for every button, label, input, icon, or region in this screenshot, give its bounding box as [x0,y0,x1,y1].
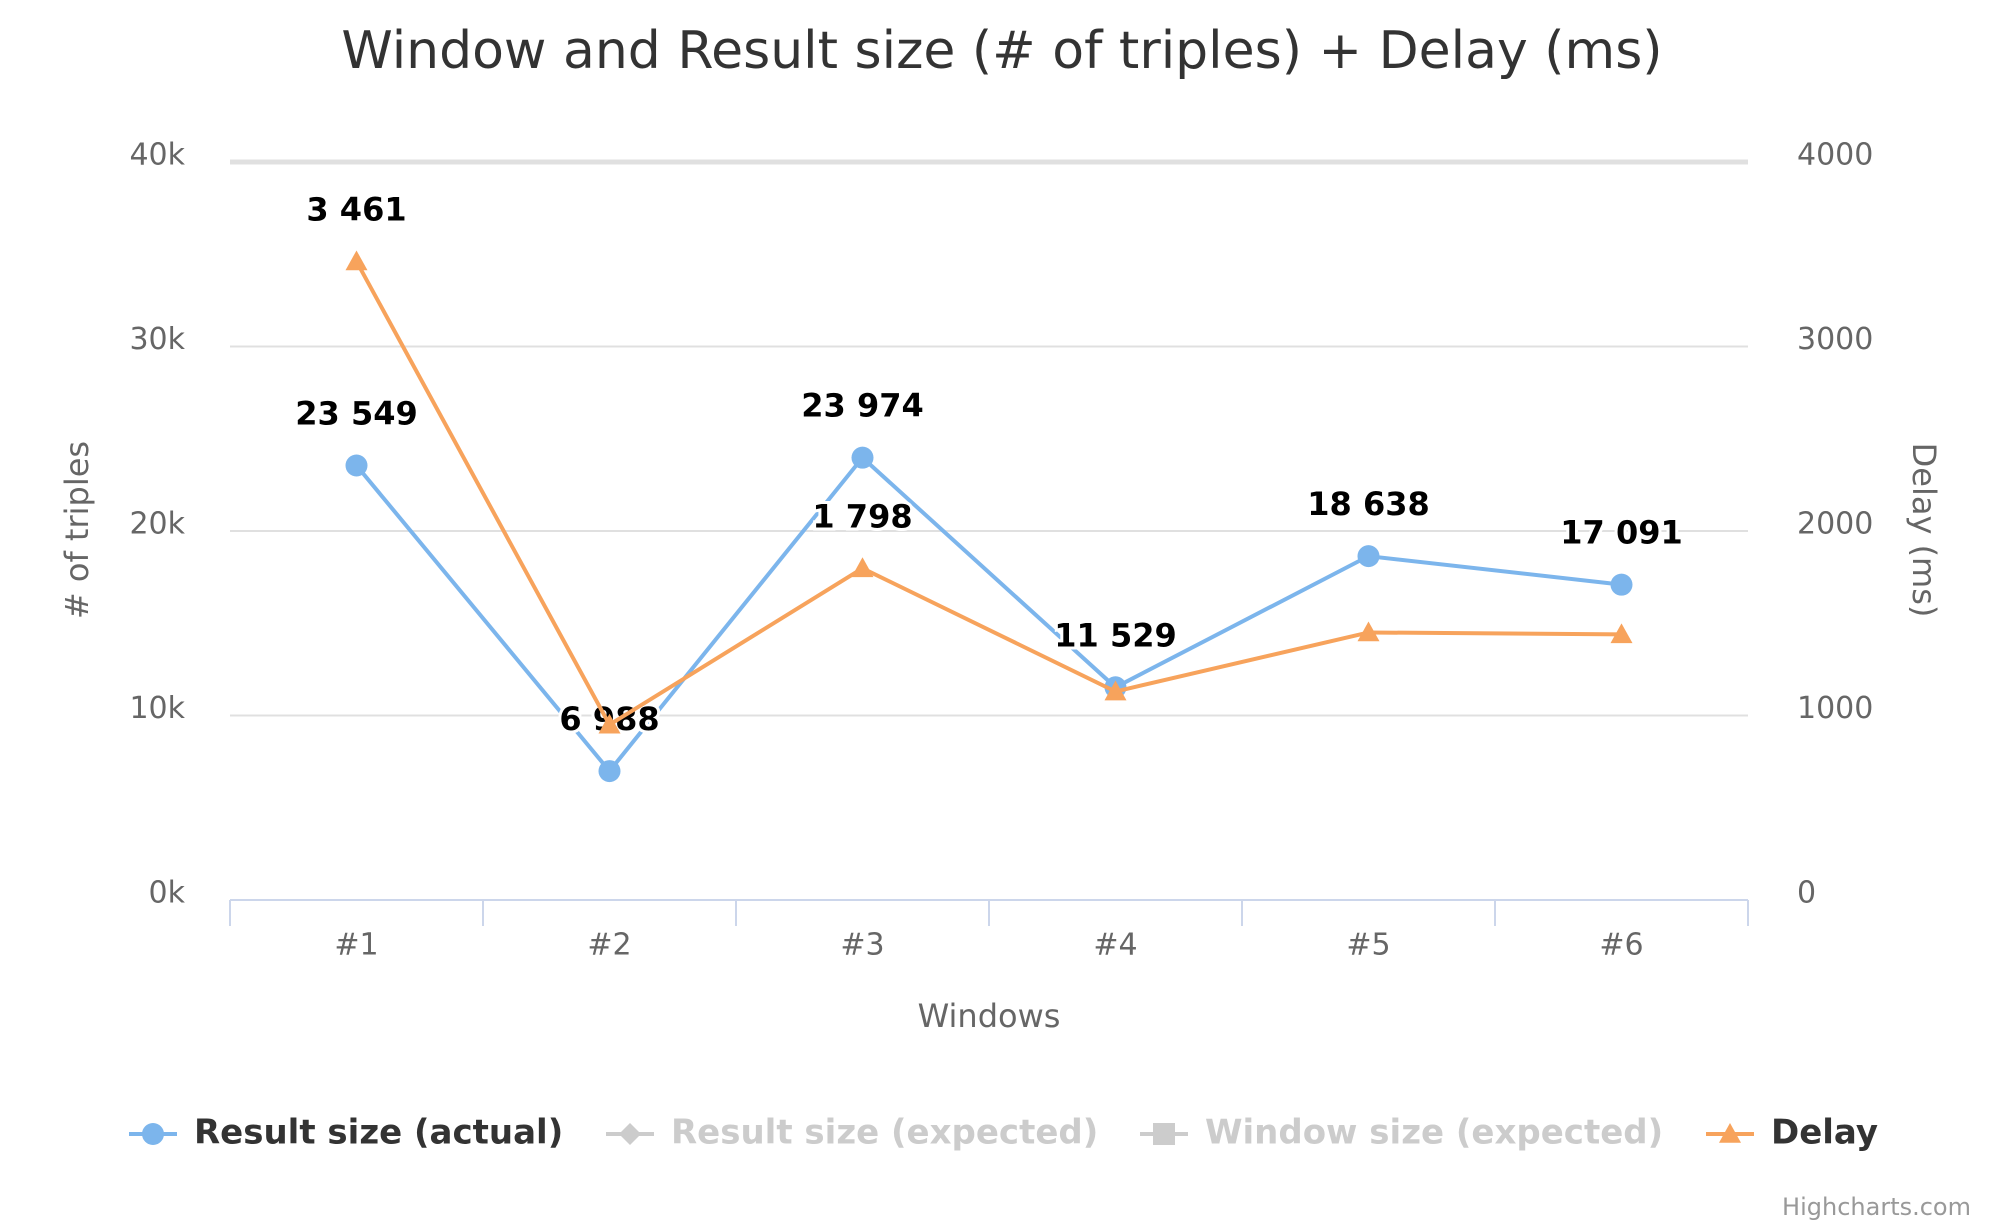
legend-marker [1719,1123,1741,1143]
y2-tick-label: 0 [1797,876,1816,911]
data-label: 23 974 [801,387,923,425]
point [598,713,621,734]
x-tick-label: #5 [1346,928,1390,963]
legend-label[interactable]: Window size (expected) [1205,1113,1663,1153]
x-tick-label: #6 [1599,928,1643,963]
point [1610,623,1633,644]
series-line [354,260,1622,728]
point [345,250,368,271]
data-label: 1 798 [812,497,912,535]
y2-tick-label: 3000 [1797,322,1873,357]
legend-label[interactable]: Delay [1771,1113,1878,1153]
x-tick-label: #1 [334,928,378,963]
data-label: 23 549 [295,395,417,433]
legend-marker [619,1123,641,1145]
data-label: 17 091 [1560,514,1682,552]
y-tick-label: 40k [129,138,185,173]
data-label: 11 529 [1054,616,1176,654]
y-tick-label: 0k [149,876,186,911]
y2-tick-label: 2000 [1797,507,1873,542]
point [345,454,368,477]
y-tick-label: 20k [129,507,185,542]
x-tick-label: #2 [587,928,631,963]
chart-title: Window and Result size (# of triples) + … [341,21,1662,81]
legend-marker [142,1123,164,1145]
y-tick-label: 30k [129,322,185,357]
legend-marker [1153,1123,1175,1145]
y2-axis-title: Delay (ms) [1905,443,1943,618]
point [1610,573,1633,596]
series-line [354,454,1622,775]
data-label: 3 461 [306,190,406,228]
data-label: 18 638 [1307,485,1429,523]
point [851,557,874,578]
x-tick-label: #3 [840,928,884,963]
legend-label[interactable]: Result size (actual) [194,1113,563,1153]
legend-label[interactable]: Result size (expected) [671,1113,1098,1153]
y2-tick-label: 4000 [1797,138,1873,173]
point [1357,545,1380,568]
point [851,446,874,469]
point [1104,680,1127,701]
point [1357,621,1380,642]
x-axis-title: Windows [918,997,1061,1035]
credits: Highcharts.com [1782,1193,1971,1221]
y-axis-title: # of triples [58,441,96,619]
y2-tick-label: 1000 [1797,691,1873,726]
y-tick-label: 10k [129,691,185,726]
x-tick-label: #4 [1093,928,1137,963]
point [598,760,621,783]
